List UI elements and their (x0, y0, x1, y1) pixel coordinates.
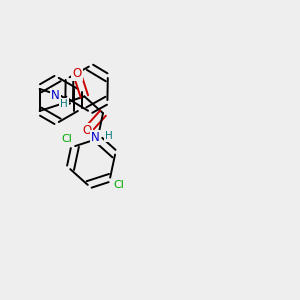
Text: Cl: Cl (61, 134, 72, 144)
Text: N: N (91, 131, 100, 144)
Text: O: O (72, 67, 82, 80)
Text: H: H (105, 131, 113, 141)
Text: H: H (60, 99, 68, 109)
Text: N: N (51, 89, 60, 102)
Text: O: O (82, 124, 92, 137)
Text: Cl: Cl (113, 180, 124, 190)
